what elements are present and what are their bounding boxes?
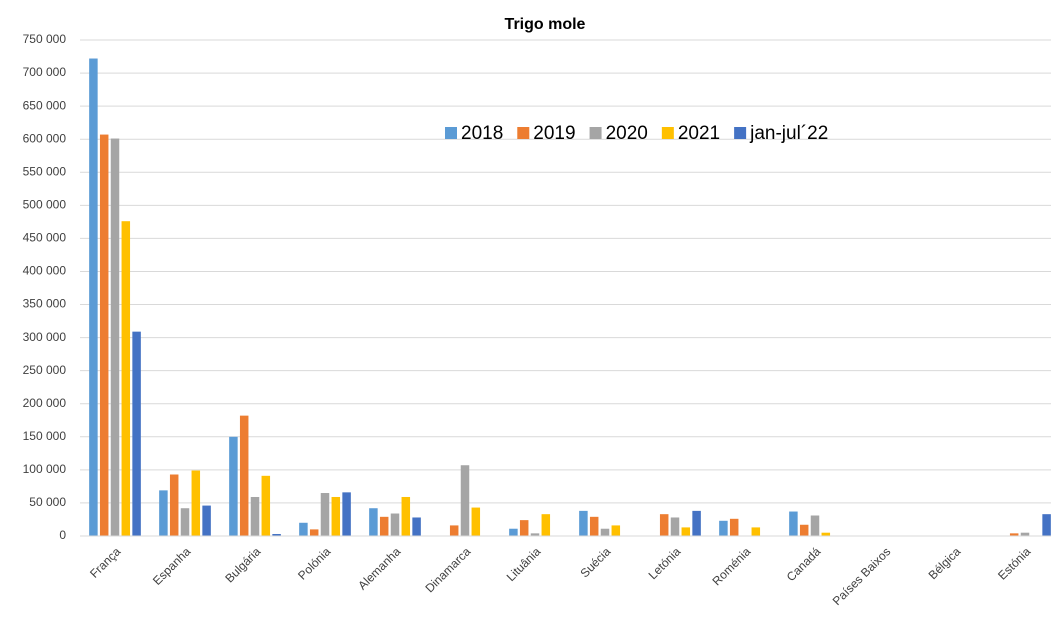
y-tick-label: 0 (59, 528, 66, 542)
bar (229, 436, 238, 536)
legend-swatch (445, 127, 457, 139)
legend-label: 2018 (461, 123, 503, 144)
y-tick-label: 550 000 (23, 164, 67, 178)
bar (342, 492, 351, 536)
y-tick-label: 500 000 (23, 198, 67, 212)
x-tick-label: Bélgica (926, 544, 964, 582)
x-tick-label: Alemanha (355, 544, 403, 592)
bar (460, 465, 470, 536)
bar (299, 522, 308, 536)
bar (401, 496, 411, 536)
bar (89, 58, 98, 536)
x-tick-label: Roménia (710, 544, 754, 588)
bar (202, 505, 211, 536)
y-tick-label: 650 000 (23, 98, 67, 112)
y-tick-label: 150 000 (23, 429, 67, 443)
x-tick-label: Dinamarca (422, 544, 473, 595)
bar (272, 534, 281, 536)
y-tick-label: 750 000 (23, 32, 67, 46)
bar (751, 527, 761, 536)
x-tick-label: Lituânia (504, 544, 544, 584)
bar (390, 513, 400, 536)
bar (589, 516, 599, 536)
bar (250, 496, 260, 536)
bar (541, 514, 551, 536)
bar (799, 524, 809, 536)
bar (169, 474, 179, 536)
legend-label: 2021 (678, 123, 720, 144)
bar (159, 490, 168, 536)
bar (1020, 532, 1030, 536)
bar (810, 515, 820, 536)
chart-title: Trigo mole (505, 16, 586, 33)
bar (789, 511, 798, 536)
bar (369, 508, 378, 536)
y-tick-label: 350 000 (23, 297, 67, 311)
bar (530, 533, 540, 536)
legend-swatch (517, 127, 530, 139)
bar (1042, 514, 1051, 536)
bar (681, 527, 691, 536)
bar (320, 493, 330, 536)
bar (309, 529, 319, 536)
bar (99, 134, 109, 536)
y-tick-label: 200 000 (23, 396, 67, 410)
x-tick-label: Polónia (295, 544, 333, 582)
legend-swatch (589, 127, 602, 139)
y-tick-label: 450 000 (23, 231, 67, 245)
bar (449, 525, 459, 536)
y-tick-label: 100 000 (23, 462, 67, 476)
bar (239, 415, 249, 536)
x-tick-label: Suécia (578, 544, 614, 580)
bar (821, 532, 831, 536)
bar (471, 507, 481, 536)
x-tick-label: Letónia (646, 544, 684, 582)
bar (132, 331, 141, 536)
legend-label: 2020 (606, 123, 648, 144)
bar (600, 528, 610, 536)
y-tick-label: 700 000 (23, 65, 67, 79)
x-tick-label: Países Baixos (830, 544, 894, 608)
legend-label: jan-jul´22 (749, 123, 828, 144)
x-tick-label: Canadá (784, 544, 824, 584)
y-tick-label: 300 000 (23, 330, 67, 344)
y-tick-label: 250 000 (23, 363, 67, 377)
y-tick-label: 600 000 (23, 131, 67, 145)
bar (1009, 533, 1019, 536)
bar (692, 510, 701, 536)
bar (670, 517, 680, 536)
bar (412, 517, 421, 536)
bar (719, 520, 728, 536)
legend-label: 2019 (533, 123, 575, 144)
bar (379, 516, 389, 536)
bar (729, 518, 739, 536)
bar (519, 520, 529, 536)
bar (180, 508, 190, 536)
x-tick-label: Espanha (150, 544, 194, 588)
bar (191, 470, 201, 536)
y-tick-label: 400 000 (23, 264, 67, 278)
bar (659, 514, 669, 536)
bar (509, 528, 518, 536)
y-tick-label: 50 000 (29, 495, 66, 509)
bar (611, 525, 621, 536)
x-tick-label: Estónia (995, 544, 1033, 582)
bar (110, 138, 120, 536)
bar (121, 221, 131, 537)
bar (579, 510, 588, 536)
legend-swatch (734, 127, 747, 139)
x-tick-label: Bulgária (222, 544, 263, 585)
legend-swatch (661, 127, 674, 139)
x-tick-label: França (87, 544, 124, 581)
bar (261, 475, 271, 536)
bar (331, 496, 341, 536)
